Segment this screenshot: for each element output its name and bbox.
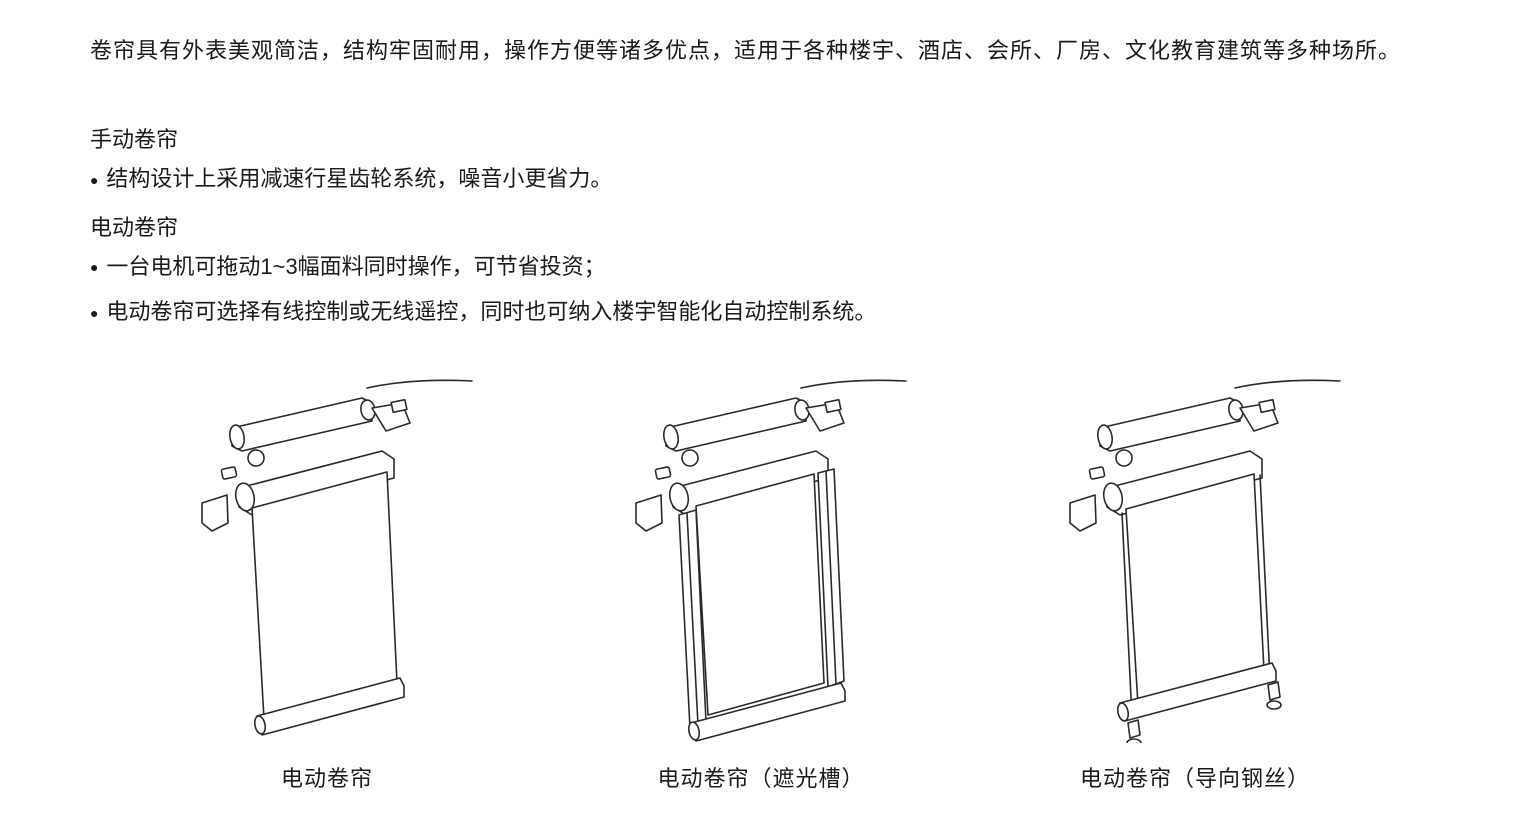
manual-title: 手动卷帘 xyxy=(90,122,1432,154)
roller-blind-channels-icon xyxy=(606,373,916,743)
roller-blind-basic-icon xyxy=(172,373,482,743)
diagram-item-wires: 电动卷帘（导向钢丝） xyxy=(1040,373,1350,793)
manual-bullet: 结构设计上采用减速行星齿轮系统，噪音小更省力。 xyxy=(90,158,1432,200)
roller-blind-wires-icon xyxy=(1040,373,1350,743)
diagram-item-channels: 电动卷帘（遮光槽） xyxy=(606,373,916,793)
diagram-row: 电动卷帘 xyxy=(90,373,1432,793)
caption-wires: 电动卷帘（导向钢丝） xyxy=(1080,761,1310,793)
caption-basic: 电动卷帘 xyxy=(281,761,373,793)
electric-bullet-1: 一台电机可拖动1~3幅面料同时操作，可节省投资； xyxy=(90,246,1432,288)
intro-paragraph: 卷帘具有外表美观简洁，结构牢固耐用，操作方便等诸多优点，适用于各种楼宇、酒店、会… xyxy=(90,30,1432,72)
diagram-item-basic: 电动卷帘 xyxy=(172,373,482,793)
electric-bullet-2: 电动卷帘可选择有线控制或无线遥控，同时也可纳入楼宇智能化自动控制系统。 xyxy=(90,291,1432,333)
electric-title: 电动卷帘 xyxy=(90,210,1432,242)
caption-channels: 电动卷帘（遮光槽） xyxy=(657,761,864,793)
